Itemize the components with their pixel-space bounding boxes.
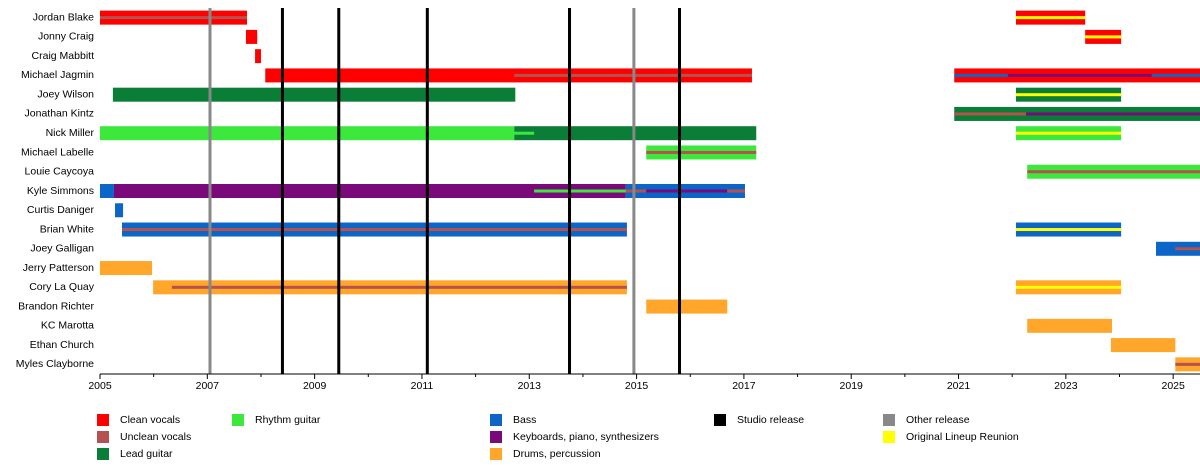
role-stripe <box>100 16 248 20</box>
x-tick-label: 2025 <box>1161 380 1185 392</box>
legend-label: Lead guitar <box>120 448 173 460</box>
legend-label: Bass <box>513 414 536 426</box>
role-stripe <box>646 150 757 154</box>
member-label: Jerry Patterson <box>23 262 94 274</box>
membership-bar <box>112 87 516 102</box>
legend-swatch <box>490 448 502 460</box>
role-stripe <box>1007 73 1152 77</box>
member-label: Kyle Simmons <box>27 185 94 197</box>
member-label: KC Marotta <box>41 320 94 332</box>
x-tick-label: 2017 <box>732 380 756 392</box>
x-tick-label: 2009 <box>303 380 327 392</box>
legend-swatch <box>714 414 726 426</box>
member-label: Jonathan Kintz <box>25 108 94 120</box>
member-label: Joey Wilson <box>37 88 94 100</box>
member-label: Michael Jagmin <box>21 69 94 81</box>
membership-bar <box>646 299 728 314</box>
x-tick-label: 2023 <box>1054 380 1078 392</box>
legend-swatch <box>883 431 895 443</box>
member-label: Michael Labelle <box>21 146 94 158</box>
membership-bar <box>115 203 124 218</box>
role-stripe <box>1026 112 1200 116</box>
legend-label: Other release <box>906 414 970 426</box>
legend-label: Drums, percussion <box>513 448 601 460</box>
x-tick-label: 2005 <box>88 380 112 392</box>
x-tick-label: 2021 <box>947 380 971 392</box>
legend-label: Unclean vocals <box>120 431 191 443</box>
legend-label: Rhythm guitar <box>255 414 321 426</box>
member-label: Joey Galligan <box>30 243 94 255</box>
membership-bar <box>1027 318 1112 333</box>
legend-label: Clean vocals <box>120 414 180 426</box>
member-label: Louie Caycoya <box>25 166 95 178</box>
role-stripe <box>1151 73 1200 77</box>
member-label: Cory La Quay <box>29 281 95 293</box>
legend-swatch <box>490 414 502 426</box>
member-label: Curtis Daniger <box>27 204 95 216</box>
legend-swatch <box>490 431 502 443</box>
role-stripe <box>1015 285 1122 289</box>
role-stripe <box>171 285 627 289</box>
legend-swatch <box>97 448 109 460</box>
x-tick-label: 2011 <box>411 380 434 392</box>
role-stripe <box>1015 131 1122 135</box>
legend-label: Original Lineup Reunion <box>906 431 1019 443</box>
legend-swatch <box>97 431 109 443</box>
role-stripe <box>625 189 647 193</box>
member-label: Myles Clayborne <box>16 358 94 370</box>
role-stripe <box>514 131 535 135</box>
membership-bar <box>113 184 626 198</box>
role-stripe <box>1085 35 1122 39</box>
x-tick-label: 2019 <box>840 380 864 392</box>
member-label: Jordan Blake <box>33 11 94 23</box>
member-label: Brandon Richter <box>18 300 94 312</box>
role-stripe <box>1027 170 1200 174</box>
x-tick-label: 2013 <box>518 380 542 392</box>
role-stripe <box>646 189 728 193</box>
membership-bar <box>245 29 258 44</box>
legend-swatch <box>97 414 109 426</box>
membership-bar <box>265 68 752 83</box>
role-stripe <box>954 112 1027 116</box>
role-stripe <box>1015 93 1122 97</box>
role-stripe <box>122 228 627 232</box>
member-label: Nick Miller <box>46 127 95 139</box>
membership-bar <box>100 261 153 276</box>
role-stripe <box>1175 362 1200 366</box>
role-stripe <box>954 73 1008 77</box>
role-stripe <box>1015 16 1086 20</box>
x-tick-label: 2015 <box>625 380 649 392</box>
membership-bar <box>255 49 261 64</box>
legend-label: Keyboards, piano, synthesizers <box>513 431 659 443</box>
membership-bar <box>100 184 114 198</box>
legend-label: Studio release <box>737 414 804 426</box>
member-label: Jonny Craig <box>38 31 94 43</box>
member-label: Brian White <box>40 223 94 235</box>
member-label: Craig Mabbitt <box>32 50 95 62</box>
role-stripe <box>1015 228 1122 232</box>
legend-swatch <box>883 414 895 426</box>
role-stripe <box>534 189 626 193</box>
role-stripe <box>1175 247 1200 251</box>
legend-swatch <box>232 414 244 426</box>
member-label: Ethan Church <box>30 339 94 351</box>
x-tick-label: 2007 <box>196 380 220 392</box>
membership-bar <box>100 126 515 141</box>
role-stripe <box>727 189 745 193</box>
membership-bar <box>1110 338 1176 353</box>
